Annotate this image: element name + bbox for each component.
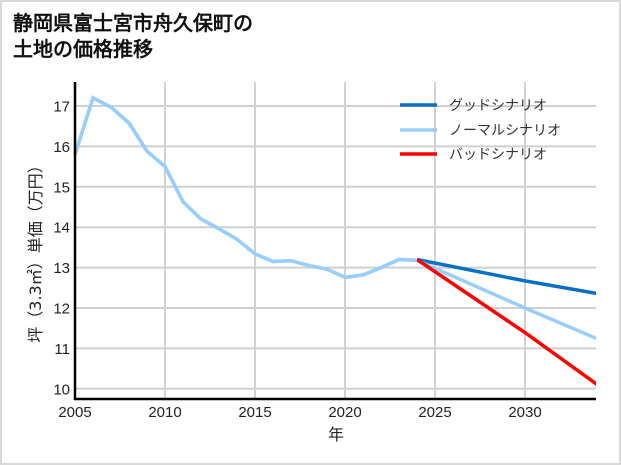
x-tick-label: 2030 (508, 404, 541, 421)
x-tick-label: 2005 (58, 404, 91, 421)
legend-label: グッドシナリオ (449, 98, 547, 114)
x-tick-label: 2025 (418, 404, 451, 421)
x-axis-label: 年 (328, 425, 344, 444)
x-tick-label: 2010 (148, 404, 181, 421)
legend-label: バッドシナリオ (449, 147, 547, 163)
y-tick-label: 10 (53, 381, 70, 398)
history-line (73, 95, 418, 280)
y-tick-label: 12 (53, 301, 70, 318)
legend-label: ノーマルシナリオ (449, 123, 561, 139)
x-tick-label: 2015 (238, 404, 271, 421)
y-axis-label: 坪（3.3㎡）単価（万円） (26, 157, 45, 342)
chart-title: 静岡県富士宮市舟久保町の 土地の価格推移 (13, 10, 253, 62)
y-tick-label: 17 (53, 99, 70, 116)
x-tick-label: 2020 (328, 404, 361, 421)
series-line (416, 257, 598, 296)
y-tick-label: 13 (53, 260, 70, 277)
series-line (416, 258, 599, 386)
chart-title-line-1: 静岡県富士宮市舟久保町の (13, 11, 253, 35)
plot-right-mask (596, 82, 616, 403)
y-tick-label: 11 (54, 341, 70, 358)
y-tick-label: 14 (53, 220, 70, 237)
chart-title-line-2: 土地の価格推移 (13, 37, 153, 61)
y-tick-label: 16 (53, 139, 70, 156)
y-tick-label: 15 (53, 179, 70, 196)
